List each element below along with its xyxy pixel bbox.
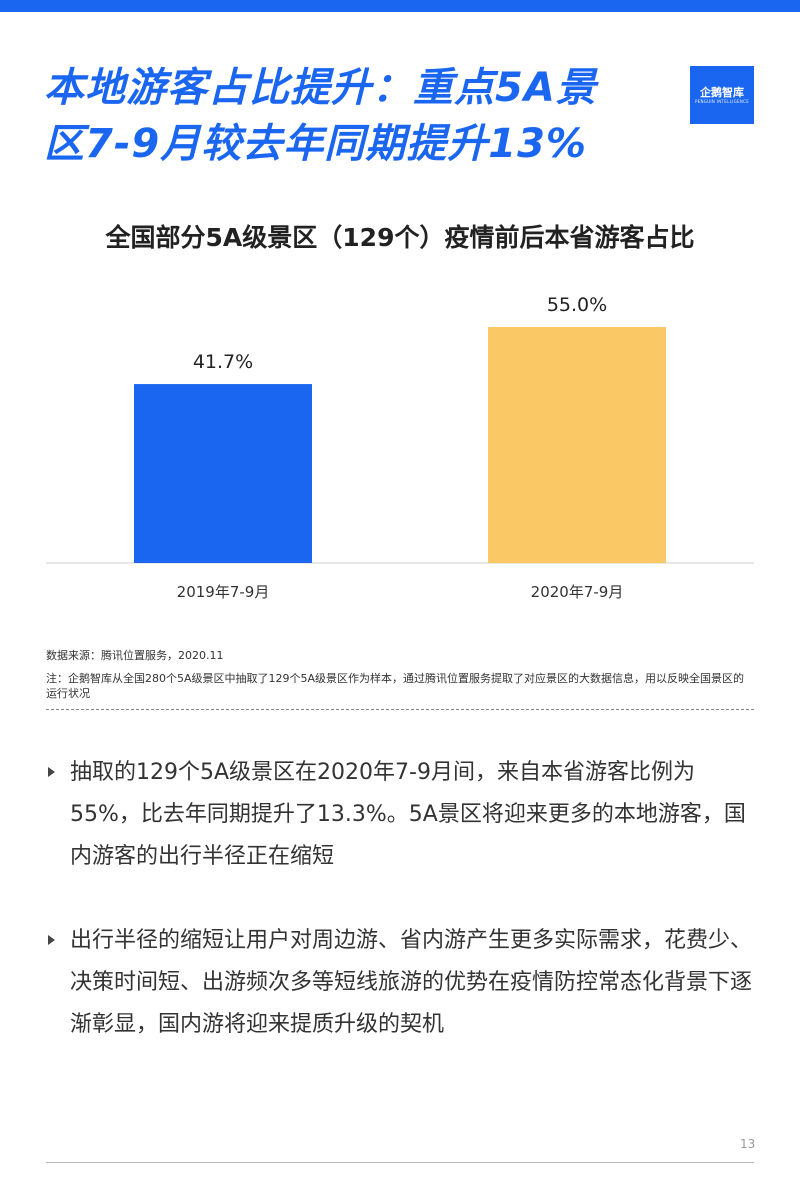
- bullet-item: 出行半径的缩短让用户对周边游、省内游产生更多实际需求，花费少、决策时间短、出游频…: [46, 920, 758, 1046]
- headline-line-1: 本地游客占比提升：重点5A景: [44, 65, 597, 111]
- triangle-bullet-icon: [48, 767, 55, 777]
- chart-title: 全国部分5A级景区（129个）疫情前后本省游客占比: [105, 223, 695, 252]
- data-source: 数据来源：腾讯位置服务，2020.11: [46, 649, 224, 662]
- bar-chart: 41.7% 2019年7-9月 55.0% 2020年7-9月: [46, 294, 754, 601]
- top-accent-bar: [0, 0, 800, 12]
- x-tick-label: 2019年7-9月: [177, 583, 270, 601]
- headline-line-2: 区7-9月较去年同期提升13%: [44, 121, 588, 167]
- footer-divider: [46, 1162, 754, 1163]
- dashed-divider: [46, 709, 754, 710]
- logo-text: 企鹅智库: [700, 85, 744, 99]
- bullet-text: 抽取的129个5A级景区在2020年7-9月间，来自本省游客比例为55%，比去年…: [70, 760, 746, 869]
- data-label: 41.7%: [193, 351, 253, 373]
- bar: [134, 384, 312, 563]
- page-number: 13: [740, 1137, 756, 1151]
- bullet-text: 出行半径的缩短让用户对周边游、省内游产生更多实际需求，花费少、决策时间短、出游频…: [70, 928, 753, 1037]
- footnote: 注：企鹅智库从全国280个5A级景区中抽取了129个5A级景区作为样本，通过腾讯…: [46, 672, 745, 700]
- page-headline: 本地游客占比提升：重点5A景 区7-9月较去年同期提升13%: [44, 60, 664, 172]
- data-label: 55.0%: [547, 294, 607, 316]
- x-tick-label: 2020年7-9月: [531, 583, 624, 601]
- logo-subtext: PENGUIN INTELLIGENCE: [694, 98, 750, 104]
- penguin-logo: 企鹅智库 PENGUIN INTELLIGENCE: [690, 66, 754, 124]
- bullet-item: 抽取的129个5A级景区在2020年7-9月间，来自本省游客比例为55%，比去年…: [46, 752, 758, 878]
- bullet-list: 抽取的129个5A级景区在2020年7-9月间，来自本省游客比例为55%，比去年…: [46, 752, 758, 1046]
- triangle-bullet-icon: [48, 935, 55, 945]
- bar: [488, 327, 666, 563]
